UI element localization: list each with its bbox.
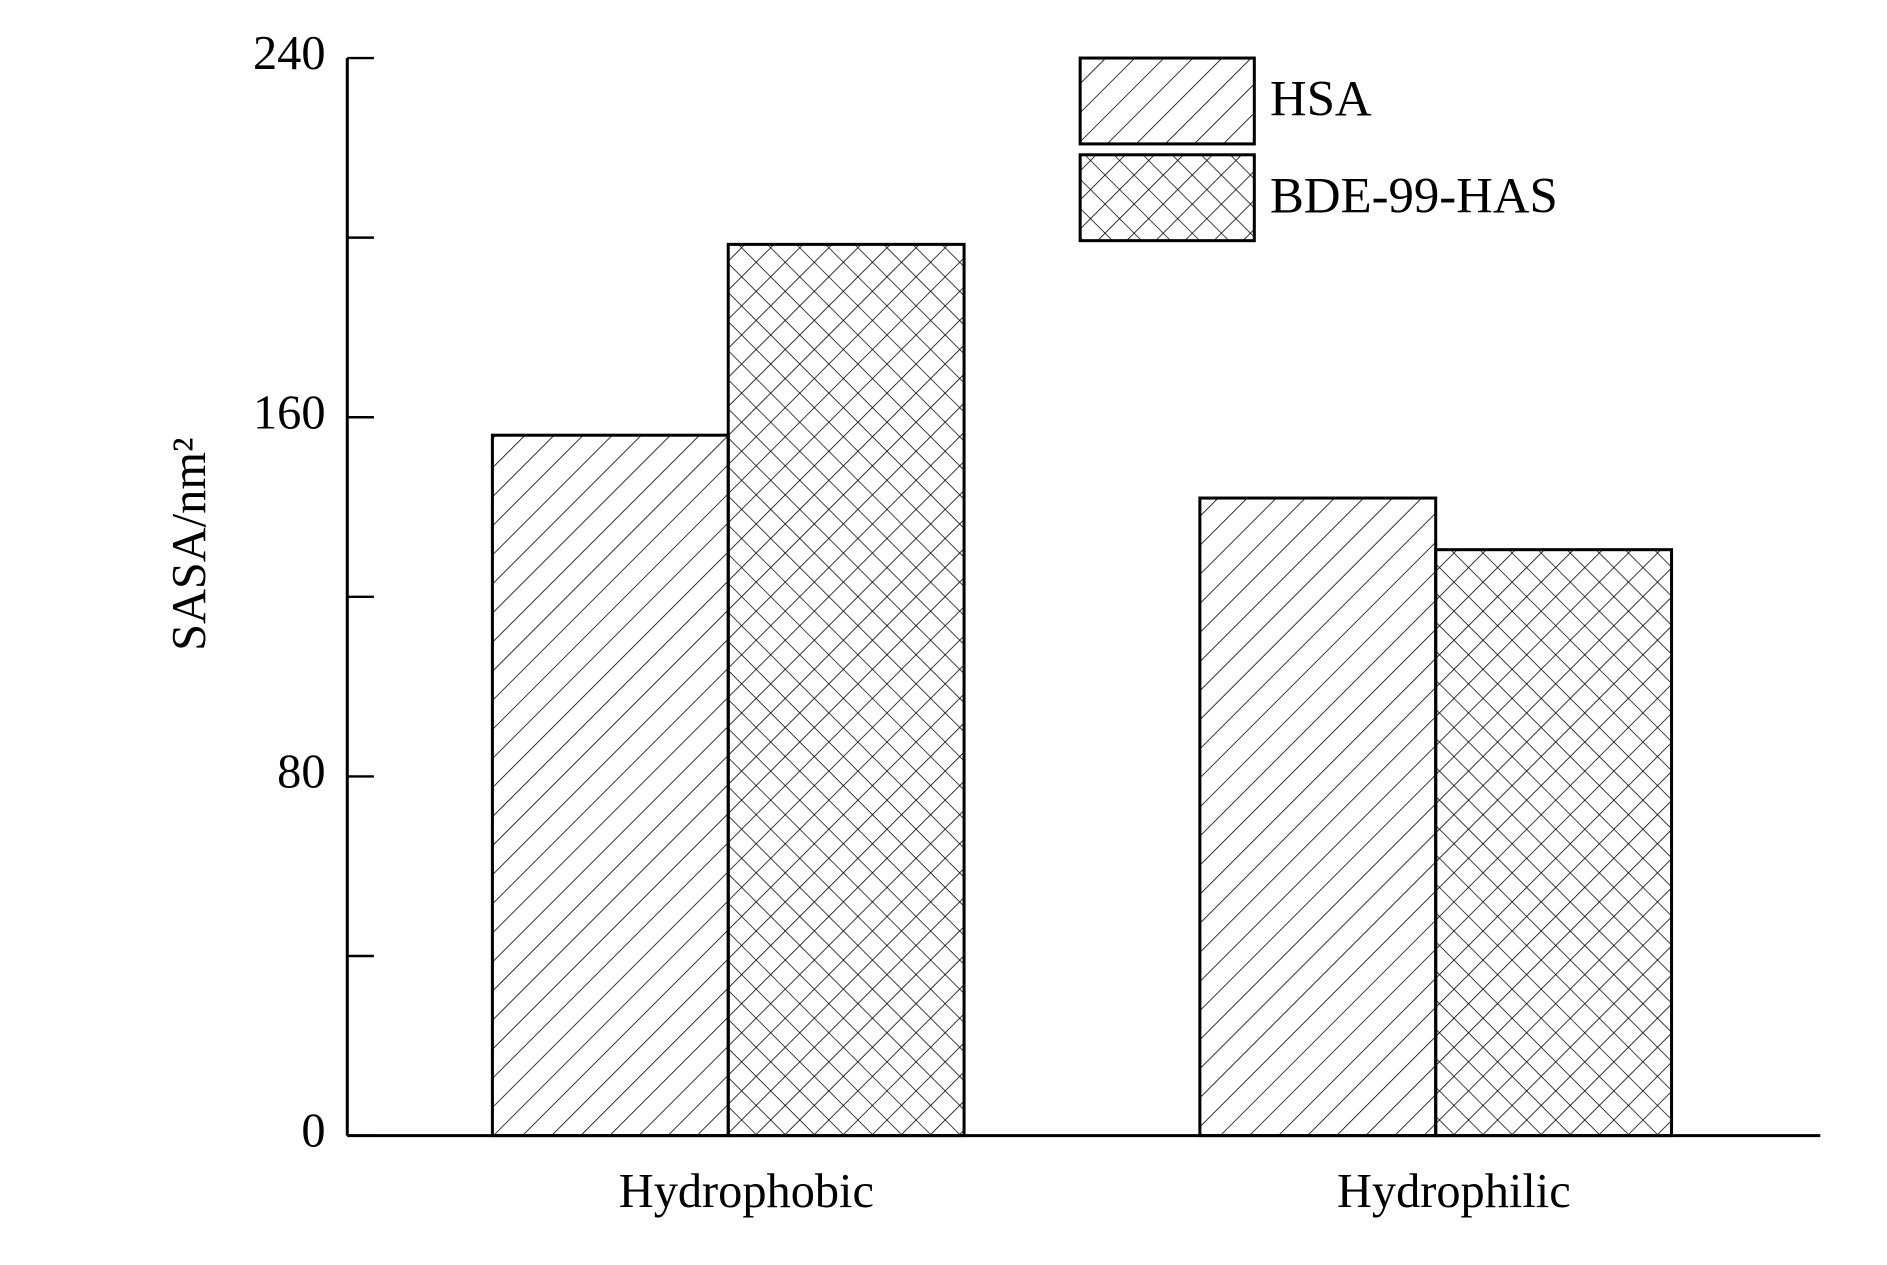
legend-swatch [1078, 153, 1256, 243]
y-tick-label: 0 [301, 1105, 325, 1158]
legend-swatch [1078, 56, 1256, 146]
legend-label: BDE-99-HAS [1270, 167, 1558, 223]
y-axis-label: SASA/nm² [163, 438, 216, 651]
x-tick-label: Hydrophilic [1337, 1165, 1571, 1218]
bar [490, 433, 730, 1138]
bar [1434, 548, 1674, 1138]
y-tick-label: 80 [277, 746, 325, 799]
bar [726, 242, 966, 1138]
y-tick-label: 160 [253, 386, 326, 439]
y-tick-label: 240 [253, 27, 326, 80]
bar [1198, 496, 1438, 1138]
legend-label: HSA [1270, 71, 1372, 127]
x-tick-label: Hydrophobic [619, 1165, 874, 1218]
